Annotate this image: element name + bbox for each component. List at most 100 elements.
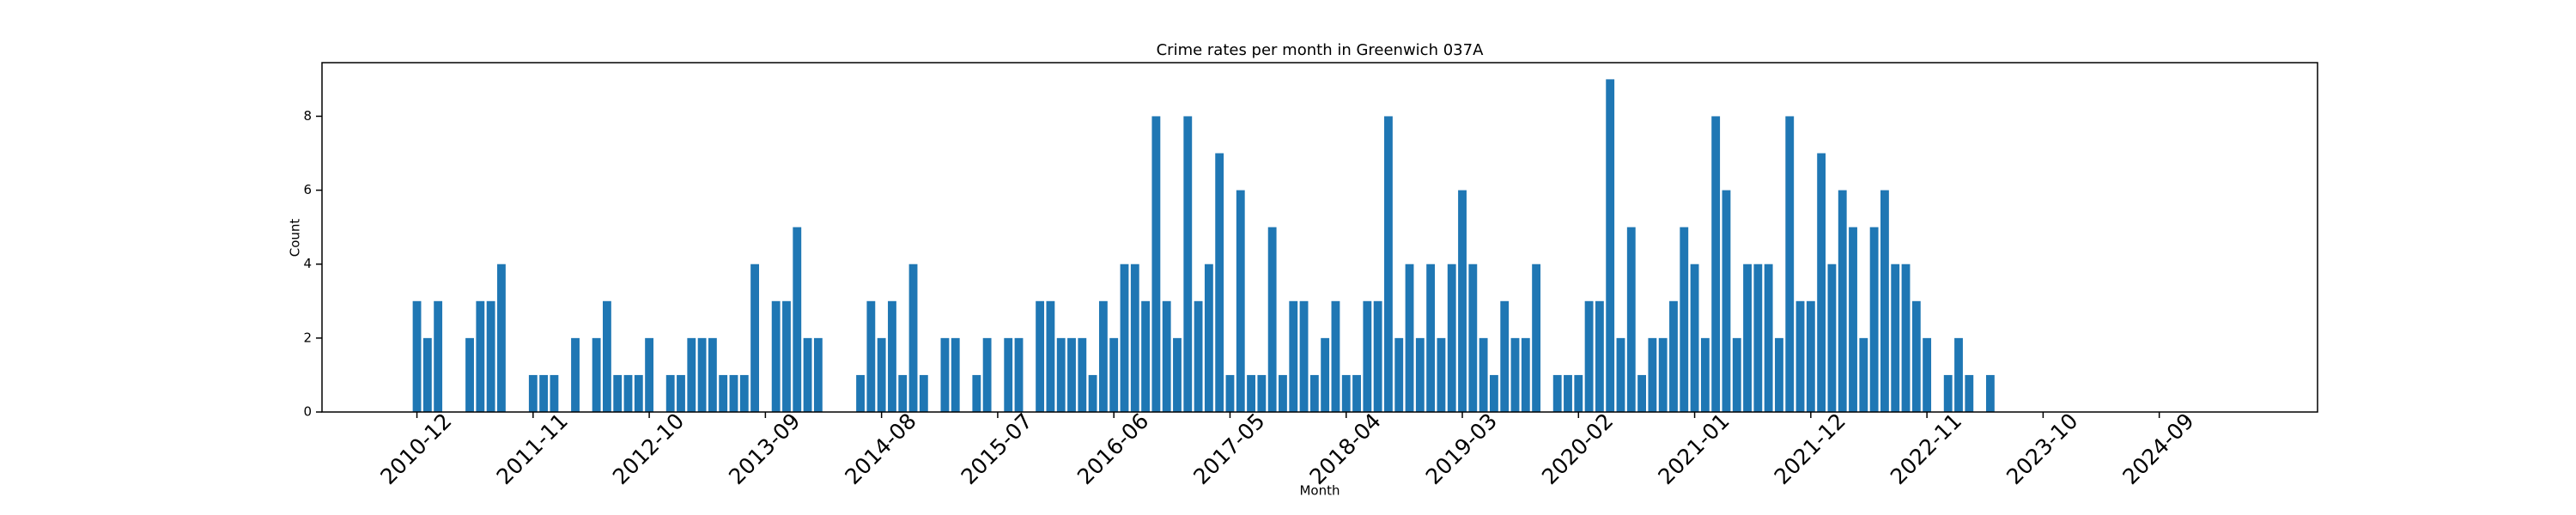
bar bbox=[1700, 337, 1710, 412]
bar bbox=[750, 264, 759, 412]
bar bbox=[550, 374, 559, 412]
bar bbox=[1162, 300, 1171, 412]
bar bbox=[1521, 337, 1530, 412]
bar bbox=[982, 337, 992, 412]
bar bbox=[898, 374, 908, 412]
bar bbox=[1120, 264, 1129, 412]
bar bbox=[793, 227, 802, 412]
bar bbox=[434, 300, 443, 412]
bar bbox=[1680, 227, 1689, 412]
bar bbox=[1911, 300, 1921, 412]
bar bbox=[1247, 374, 1255, 412]
bar bbox=[465, 337, 474, 412]
bar bbox=[1753, 264, 1763, 412]
bar bbox=[1795, 300, 1805, 412]
bar bbox=[1257, 374, 1267, 412]
bar bbox=[1943, 374, 1953, 412]
bar bbox=[1880, 190, 1889, 413]
x-tick-label: 2011-11 bbox=[492, 409, 573, 489]
bar bbox=[1732, 337, 1741, 412]
x-tick-label: 2010-12 bbox=[375, 409, 456, 489]
bar bbox=[940, 337, 950, 412]
bar bbox=[1204, 264, 1213, 412]
bar bbox=[1785, 116, 1795, 412]
bar bbox=[1775, 337, 1783, 412]
plot-frame bbox=[321, 62, 2318, 413]
bar bbox=[1626, 227, 1636, 412]
y-tick-label: 6 bbox=[303, 182, 312, 197]
bar bbox=[665, 374, 675, 412]
bar bbox=[539, 374, 549, 412]
bar bbox=[803, 337, 812, 412]
bar bbox=[708, 337, 717, 412]
bar bbox=[1309, 374, 1319, 412]
bar bbox=[1827, 264, 1837, 412]
bar bbox=[1321, 337, 1330, 412]
bar bbox=[1838, 190, 1847, 413]
bar bbox=[1078, 337, 1087, 412]
bar bbox=[1363, 300, 1372, 412]
bar bbox=[634, 374, 643, 412]
bar bbox=[1595, 300, 1604, 412]
bar bbox=[422, 337, 432, 412]
bar bbox=[1711, 116, 1721, 412]
bar bbox=[1352, 374, 1361, 412]
bar bbox=[972, 374, 981, 412]
bar bbox=[1067, 337, 1076, 412]
x-tick-label: 2017-05 bbox=[1188, 409, 1269, 489]
bar bbox=[1859, 337, 1868, 412]
bar bbox=[1279, 374, 1287, 412]
bar bbox=[1648, 337, 1657, 412]
bar bbox=[1669, 300, 1678, 412]
bar bbox=[613, 374, 623, 412]
bar bbox=[1552, 374, 1562, 412]
bar bbox=[951, 337, 960, 412]
bar bbox=[1606, 79, 1615, 412]
bar bbox=[888, 300, 896, 412]
x-tick-label: 2021-12 bbox=[1770, 409, 1850, 489]
bar bbox=[1869, 227, 1879, 412]
bar bbox=[571, 337, 580, 412]
bar bbox=[1384, 116, 1393, 412]
x-tick-label: 2024-09 bbox=[2117, 409, 2198, 489]
bar bbox=[1532, 264, 1541, 412]
bar bbox=[528, 374, 538, 412]
bar bbox=[476, 300, 485, 412]
bar bbox=[1479, 337, 1488, 412]
bar bbox=[782, 300, 791, 412]
bar bbox=[645, 337, 654, 412]
bar bbox=[813, 337, 823, 412]
bar bbox=[697, 337, 707, 412]
bar bbox=[1289, 300, 1298, 412]
y-axis-label: Count bbox=[288, 219, 303, 258]
bar bbox=[1331, 300, 1340, 412]
bar bbox=[1510, 337, 1520, 412]
bar bbox=[1225, 374, 1235, 412]
bar bbox=[1098, 300, 1108, 412]
x-tick-label: 2012-10 bbox=[608, 409, 689, 489]
bar bbox=[739, 374, 749, 412]
bar bbox=[719, 374, 728, 412]
x-tick-label: 2013-09 bbox=[724, 409, 805, 489]
bar bbox=[1564, 374, 1572, 412]
bar bbox=[1088, 374, 1097, 412]
bar bbox=[1468, 264, 1478, 412]
bar bbox=[1985, 374, 1995, 412]
bar bbox=[771, 300, 781, 412]
bar bbox=[623, 374, 633, 412]
bar bbox=[1954, 337, 1963, 412]
bar bbox=[1447, 264, 1456, 412]
bar bbox=[1616, 337, 1625, 412]
bar bbox=[602, 300, 611, 412]
bar bbox=[1891, 264, 1900, 412]
bar bbox=[1141, 300, 1151, 412]
bar bbox=[486, 300, 495, 412]
bar bbox=[877, 337, 886, 412]
bar bbox=[677, 374, 685, 412]
x-tick-label: 2018-04 bbox=[1304, 409, 1385, 489]
bar bbox=[1036, 300, 1045, 412]
bar bbox=[592, 337, 601, 412]
bar bbox=[1584, 300, 1594, 412]
bar bbox=[919, 374, 928, 412]
